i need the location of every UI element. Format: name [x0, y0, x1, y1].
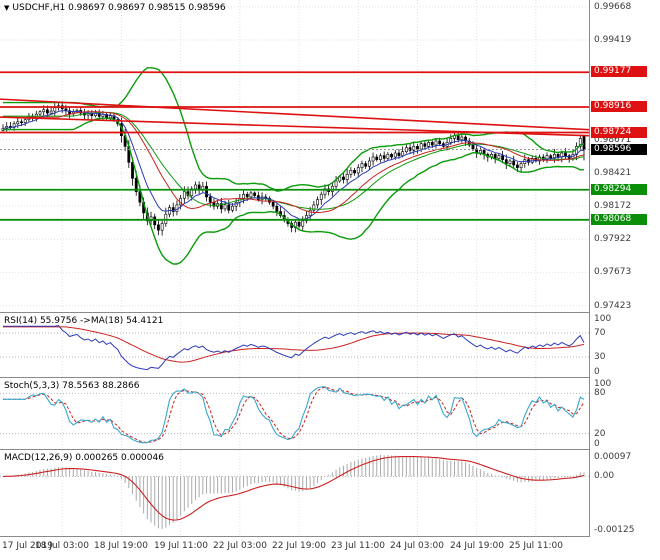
- rsi-indicator-label: RSI(14) 55.9756 ->MA(18) 54.4121: [4, 316, 164, 326]
- price-tick-label: 0.98172: [594, 201, 632, 211]
- main-chart-panel[interactable]: ▼ USDCHF,H1 0.98697 0.98697 0.98515 0.985…: [0, 0, 589, 313]
- macd-axis-label: 0.00097: [594, 452, 632, 462]
- main-chart-canvas[interactable]: [0, 0, 589, 312]
- stochastic-panel[interactable]: Stoch(5,3,3) 78.5563 88.2866: [0, 378, 589, 450]
- price-line-badge: 0.99177: [591, 66, 647, 77]
- price-tick-label: 0.97423: [594, 301, 632, 311]
- price-tick-label: 0.98671: [594, 135, 632, 145]
- symbol-timeframe-label: USDCHF,H1: [12, 3, 66, 13]
- time-axis-label: 25 Jul 11:00: [509, 541, 563, 551]
- time-axis-label: 23 Jul 11:00: [331, 541, 385, 551]
- macd-axis-label: -0.00125: [594, 525, 635, 535]
- price-axis[interactable]: 0.99668 0.99419 0.98671 0.98421 0.98172 0.979…: [590, 0, 660, 537]
- time-axis-label: 18 Jul 03:00: [35, 541, 89, 551]
- macd-axis-label: 0.00: [594, 471, 615, 481]
- stoch-axis-label: 80: [594, 388, 606, 398]
- ohlc-values: 0.98697 0.98697 0.98515 0.98596: [68, 3, 226, 13]
- stoch-axis-label: 0: [594, 439, 600, 449]
- stoch-axis-label: 100: [594, 379, 612, 389]
- chart-plots: ▼ USDCHF,H1 0.98697 0.98697 0.98515 0.985…: [0, 0, 590, 537]
- time-axis-label: 22 Jul 03:00: [213, 541, 267, 551]
- stochastic-canvas[interactable]: [0, 378, 589, 449]
- time-axis-label: 18 Jul 19:00: [94, 541, 148, 551]
- macd-indicator-label: MACD(12,26,9) 0.000265 0.000046: [4, 453, 164, 463]
- price-tick-label: 0.97922: [594, 234, 632, 244]
- macd-canvas[interactable]: [0, 450, 589, 536]
- rsi-axis-label: 30: [594, 352, 606, 362]
- time-axis-label: 24 Jul 19:00: [450, 541, 504, 551]
- time-axis-label: 17 Jul 2019: [2, 541, 53, 551]
- time-axis-label: 24 Jul 03:00: [390, 541, 444, 551]
- price-line-badge: 0.98294: [591, 184, 647, 195]
- price-line-badge: 0.98596: [591, 144, 647, 155]
- price-tick-label: 0.99668: [594, 2, 632, 12]
- price-tick-label: 0.98421: [594, 168, 632, 178]
- rsi-axis-label: 100: [594, 314, 612, 324]
- symbol-marker-icon: ▼: [4, 4, 10, 12]
- time-axis-label: 19 Jul 11:00: [154, 541, 208, 551]
- price-line-badge: 0.98068: [591, 214, 647, 225]
- price-line-badge: 0.98724: [591, 127, 647, 138]
- rsi-axis-label: 70: [594, 328, 606, 338]
- symbol-ohlc-label: ▼ USDCHF,H1 0.98697 0.98697 0.98515 0.985…: [4, 3, 226, 13]
- price-tick-label: 0.99419: [594, 35, 632, 45]
- stoch-axis-label: 20: [594, 429, 606, 439]
- price-line-badge: 0.98916: [591, 101, 647, 112]
- rsi-axis-label: 0: [594, 367, 600, 377]
- time-axis[interactable]: 17 Jul 2019 18 Jul 03:00 18 Jul 19:00 19 Ju…: [0, 537, 660, 560]
- macd-panel[interactable]: MACD(12,26,9) 0.000265 0.000046: [0, 450, 589, 537]
- stochastic-indicator-label: Stoch(5,3,3) 78.5563 88.2866: [4, 381, 140, 391]
- time-axis-label: 22 Jul 19:00: [272, 541, 326, 551]
- price-tick-label: 0.97673: [594, 267, 632, 277]
- rsi-canvas[interactable]: [0, 313, 589, 377]
- rsi-panel[interactable]: RSI(14) 55.9756 ->MA(18) 54.4121: [0, 313, 589, 378]
